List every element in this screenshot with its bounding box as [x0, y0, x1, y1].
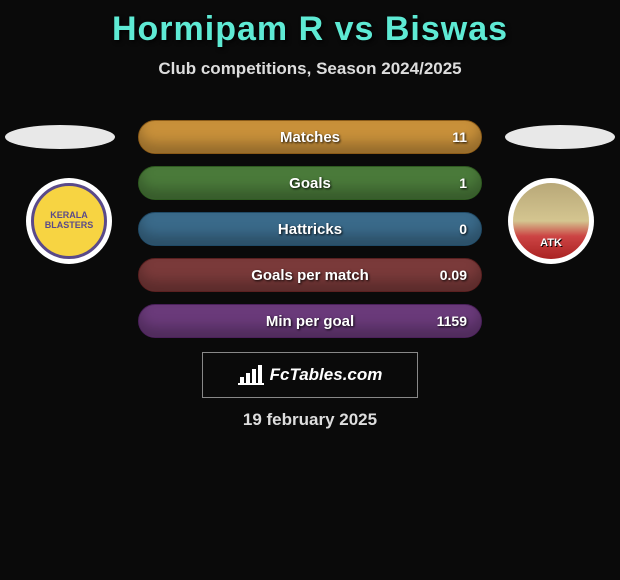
stat-row-matches: Matches 11 — [138, 120, 482, 154]
right-player-ellipse — [505, 125, 615, 149]
stat-row-min-per-goal: Min per goal 1159 — [138, 304, 482, 338]
stat-row-goals: Goals 1 — [138, 166, 482, 200]
stat-value: 1159 — [437, 313, 467, 329]
stat-label: Goals per match — [251, 267, 369, 284]
left-player-ellipse — [5, 125, 115, 149]
stat-label: Min per goal — [266, 313, 354, 330]
stat-value: 0.09 — [440, 267, 467, 283]
stat-value: 1 — [459, 175, 467, 191]
stat-value: 11 — [452, 129, 467, 145]
chart-bars-icon — [238, 365, 264, 385]
right-club-badge: ATK — [508, 178, 594, 264]
stat-row-hattricks: Hattricks 0 — [138, 212, 482, 246]
stats-panel: Matches 11 Goals 1 Hattricks 0 Goals per… — [138, 120, 482, 350]
left-club-badge: KERALA BLASTERS — [26, 178, 112, 264]
stat-value: 0 — [459, 221, 467, 237]
stat-label: Hattricks — [278, 221, 342, 238]
stat-label: Matches — [280, 129, 340, 146]
kerala-blasters-logo-icon: KERALA BLASTERS — [31, 183, 107, 259]
branding-box: FcTables.com — [202, 352, 418, 398]
atk-logo-icon: ATK — [513, 183, 589, 259]
stat-row-goals-per-match: Goals per match 0.09 — [138, 258, 482, 292]
branding-text: FcTables.com — [270, 365, 383, 385]
stat-label: Goals — [289, 175, 331, 192]
subtitle: Club competitions, Season 2024/2025 — [0, 59, 620, 79]
page-title: Hormipam R vs Biswas — [0, 0, 620, 49]
date-label: 19 february 2025 — [0, 410, 620, 430]
